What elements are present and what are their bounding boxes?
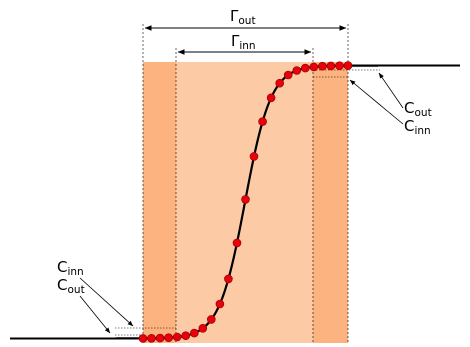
outer-region-right <box>313 62 348 343</box>
data-point <box>232 238 242 248</box>
data-point <box>283 70 293 80</box>
data-point <box>343 61 353 70</box>
data-point <box>266 93 276 103</box>
data-point <box>181 331 190 341</box>
data-point <box>258 117 267 126</box>
data-point <box>207 315 216 324</box>
data-points <box>138 61 353 343</box>
gamma-inn-label: Γinn <box>231 32 256 52</box>
data-point <box>241 195 250 204</box>
data-point <box>318 61 327 71</box>
c-inn-right-leader <box>349 79 404 125</box>
data-point <box>138 334 148 343</box>
data-point <box>275 78 285 88</box>
data-point <box>309 62 319 72</box>
data-point <box>164 333 173 343</box>
c-out-left-label: Cout <box>57 276 85 296</box>
c-out-right-label: Cout <box>404 99 432 119</box>
outer-region-left <box>143 62 176 343</box>
c-out-left-leader <box>79 295 111 334</box>
data-point <box>172 332 182 342</box>
data-point <box>224 274 233 284</box>
data-point <box>215 299 225 309</box>
data-point <box>335 61 344 70</box>
gamma-out-label: Γout <box>230 7 256 27</box>
data-point <box>198 323 208 333</box>
data-point <box>190 328 199 338</box>
c-out-right-leader <box>378 72 404 109</box>
data-point <box>326 61 336 71</box>
c-inn-left-leader <box>79 277 134 327</box>
c-inn-left-label: Cinn <box>57 258 84 278</box>
data-point <box>147 333 156 343</box>
data-point <box>292 66 302 75</box>
c-inn-right-label: Cinn <box>404 117 431 137</box>
data-point <box>300 63 310 73</box>
data-point <box>155 333 165 343</box>
data-point <box>249 152 259 161</box>
